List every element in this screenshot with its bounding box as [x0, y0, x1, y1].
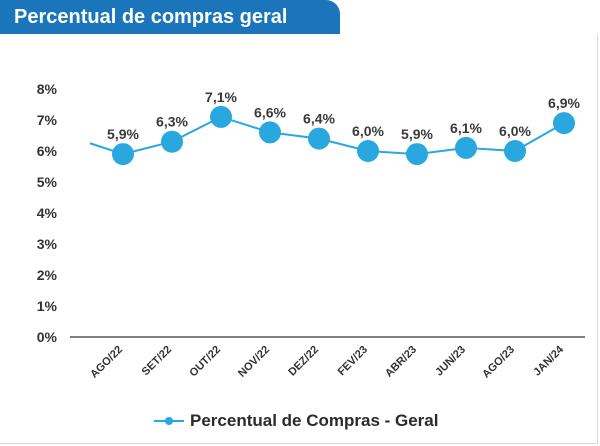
- x-tick-label: ABR/23: [383, 344, 419, 380]
- data-label: 6,0%: [499, 123, 531, 139]
- y-tick-label: 5%: [37, 174, 58, 190]
- x-tick-label: AGO/23: [480, 344, 517, 381]
- chart-title: Percentual de compras geral: [14, 6, 288, 28]
- data-label: 6,4%: [303, 111, 335, 127]
- x-tick-label: FEV/23: [336, 344, 370, 378]
- data-point: [112, 143, 134, 166]
- data-point: [455, 136, 477, 159]
- chart-frame: [0, 34, 598, 444]
- data-label: 6,9%: [548, 95, 580, 111]
- x-tick-label: JUN/23: [433, 344, 468, 379]
- data-labels: 5,9% 6,3% 7,1% 6,6% 6,4% 6,0% 5,9% 6,1% 6,0% 6,9%: [107, 89, 580, 142]
- data-points: [112, 105, 575, 166]
- legend-label: Percentual de Compras - Geral: [190, 411, 439, 430]
- y-axis-ticks: 0% 1% 2% 3% 4% 5% 6% 7% 8%: [37, 81, 58, 345]
- y-tick-label: 6%: [37, 143, 58, 159]
- y-tick-label: 3%: [37, 236, 58, 252]
- data-point: [406, 143, 428, 166]
- x-tick-label: SET/22: [140, 344, 174, 378]
- data-label: 6,3%: [156, 114, 188, 130]
- data-point: [553, 112, 575, 135]
- data-label: 6,1%: [450, 120, 482, 136]
- y-tick-label: 8%: [37, 81, 58, 97]
- x-tick-label: OUT/22: [187, 344, 223, 380]
- data-label: 5,9%: [401, 126, 433, 142]
- y-tick-label: 7%: [37, 112, 58, 128]
- y-tick-label: 4%: [37, 205, 58, 221]
- data-point: [259, 121, 281, 144]
- x-axis-ticks: AGO/22 SET/22 OUT/22 NOV/22 DEZ/22 FEV/23 ABR/…: [88, 343, 567, 381]
- data-label: 6,0%: [352, 123, 384, 139]
- y-tick-label: 1%: [37, 298, 58, 314]
- x-tick-label: JAN/24: [531, 343, 566, 378]
- x-tick-label: AGO/22: [88, 344, 125, 381]
- data-point: [504, 140, 526, 162]
- data-label: 7,1%: [205, 89, 237, 105]
- y-tick-label: 0%: [37, 329, 58, 345]
- data-point: [308, 127, 330, 150]
- x-tick-label: NOV/22: [236, 344, 272, 380]
- data-point: [357, 140, 379, 162]
- x-tick-label: DEZ/22: [286, 344, 321, 379]
- data-point: [161, 130, 183, 153]
- legend-swatch: [154, 417, 184, 425]
- y-tick-label: 2%: [37, 267, 58, 283]
- data-label: 6,6%: [254, 104, 286, 120]
- data-point: [210, 105, 232, 128]
- data-label: 5,9%: [107, 126, 139, 142]
- legend: Percentual de Compras - Geral: [152, 408, 438, 434]
- chart-title-tab: Percentual de compras geral: [0, 0, 340, 34]
